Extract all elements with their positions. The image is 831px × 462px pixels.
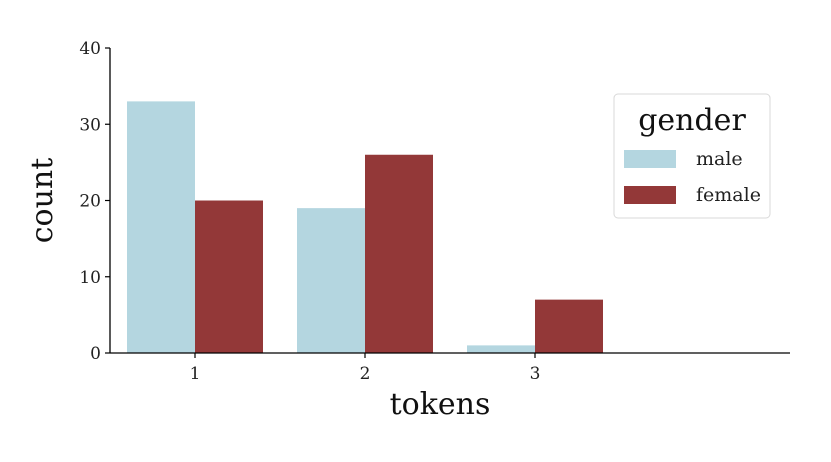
x-tick-label: 1	[190, 364, 201, 384]
y-tick-label: 0	[90, 344, 101, 364]
y-ticks-group: 0 10 20 30 40	[79, 39, 110, 364]
bar-female-1	[195, 200, 263, 353]
legend-label-female: female	[696, 184, 761, 206]
y-tick-label: 40	[79, 39, 101, 59]
y-axis-label: count	[25, 158, 60, 244]
bar-male-3	[467, 345, 535, 354]
x-ticks-group: 1 2 3	[190, 353, 541, 384]
bar-female-3	[535, 299, 603, 354]
legend-title: gender	[638, 103, 746, 138]
x-tick-label: 3	[530, 364, 541, 384]
legend-swatch-male	[624, 150, 676, 168]
bar-male-2	[297, 208, 365, 354]
legend-items: male female	[624, 148, 761, 206]
bars-group	[127, 101, 603, 354]
y-tick-label: 30	[79, 115, 101, 135]
y-tick-label: 10	[79, 268, 101, 288]
bar-female-2	[365, 154, 433, 353]
legend-label-male: male	[696, 148, 743, 170]
legend: gender male female	[613, 93, 771, 219]
legend-swatch-female	[624, 186, 676, 204]
x-tick-label: 2	[360, 364, 371, 384]
y-tick-label: 20	[79, 192, 101, 212]
x-axis-label: tokens	[390, 387, 491, 422]
bar-male-1	[127, 101, 195, 354]
